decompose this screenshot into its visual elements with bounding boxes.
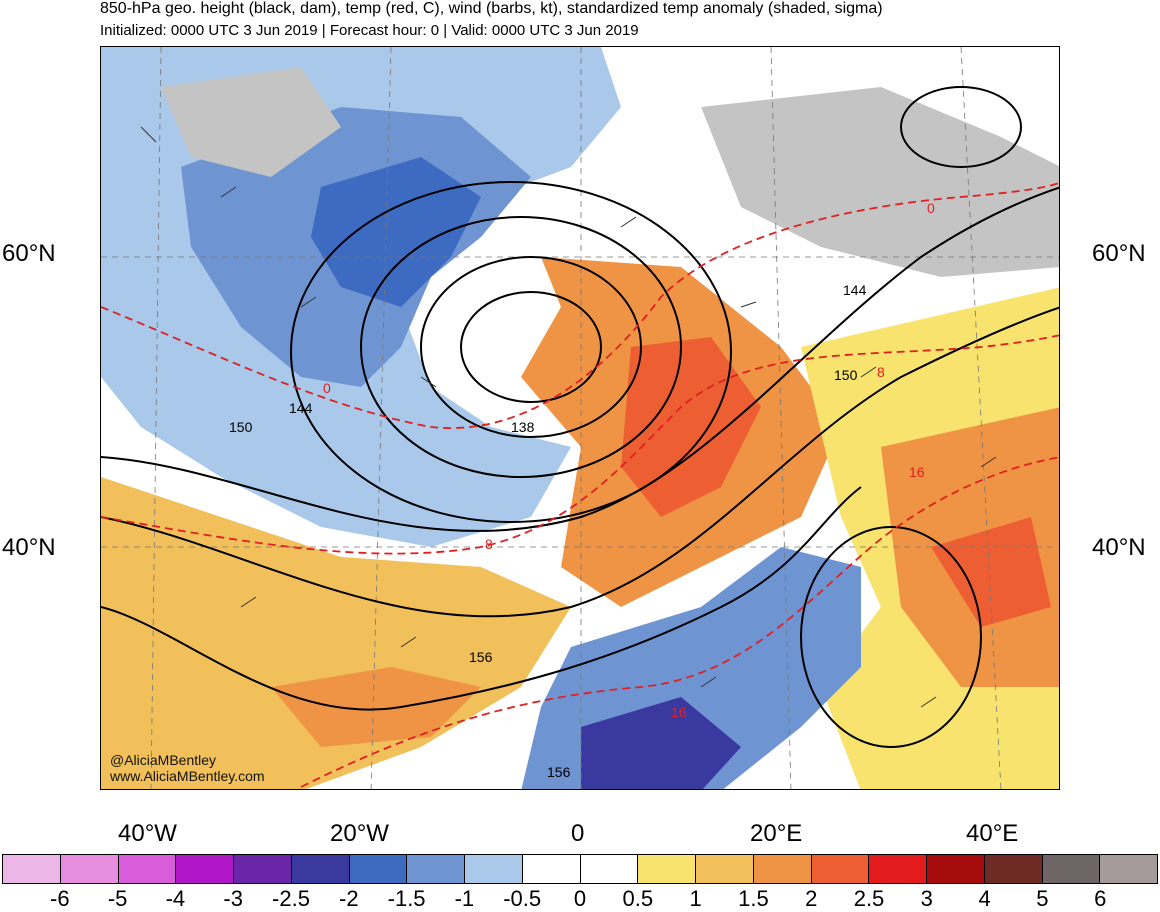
colorbar-tick-label: 5 [1036, 886, 1049, 911]
temp-label-16-east: 16 [909, 464, 925, 480]
colorbar-swatch [869, 855, 927, 883]
colorbar-tick-label: 0 [573, 886, 587, 911]
colorbar-tick-label: 1.5 [738, 886, 769, 911]
temp-label-16-med: 16 [671, 704, 687, 720]
colorbar-tick-label: 3 [920, 886, 933, 911]
warm-anomaly-east-hot [931, 517, 1051, 627]
colorbar-swatch [349, 855, 408, 883]
wind-barbs [140, 126, 997, 708]
colorbar-labels: -6 -5 -4 -3 -2.5 -2 -1.5 -1 -0.5 0 0.5 1 1.5 2 2.5 3 4 5 6 [0, 886, 1160, 912]
colorbar-swatch [60, 855, 119, 883]
colorbar-swatch [118, 855, 177, 883]
warm-anomaly-west-core [271, 667, 481, 747]
colorbar-tick-label: 2 [805, 886, 818, 911]
warm-anomaly-europe-core [621, 337, 761, 517]
graticule [101, 47, 1059, 789]
colorbar-swatch [3, 855, 61, 883]
colorbar-tick-label: 1 [689, 886, 702, 911]
lon-label-0: 0 [571, 820, 585, 847]
lat-label-60n-right: 60°N [1092, 240, 1146, 267]
height-label-144-east: 144 [843, 282, 867, 298]
height-label-150-east: 150 [834, 367, 858, 383]
lon-label-20w: 20°W [330, 820, 389, 847]
colorbar-swatch [753, 855, 812, 883]
colorbar-swatch [638, 855, 696, 883]
colorbar-tick-label: -3 [223, 886, 243, 911]
colorbar-tick-label: -1.5 [387, 886, 426, 911]
colorbar-tick-label: 2.5 [853, 886, 885, 911]
lon-label-20e: 20°E [750, 820, 803, 847]
temp-label-8-east: 8 [877, 364, 885, 380]
height-label-138: 138 [511, 419, 535, 435]
colorbar-swatch [984, 855, 1043, 883]
contour-labels: 150 144 138 144 150 156 156 0 8 0 8 16 1… [229, 200, 935, 780]
height-label-150-west: 150 [229, 419, 253, 435]
land-scandinavia [701, 87, 1059, 277]
colorbar-swatch [291, 855, 350, 883]
colorbar-swatch [1100, 855, 1157, 883]
colorbar-tick-label: -2.5 [272, 886, 310, 911]
temp-contours [101, 181, 1059, 788]
credit-handle: @AliciaMBentley [110, 752, 217, 768]
colorbar-tick-label: -2 [339, 886, 359, 911]
colorbar-tick-label: -0.5 [503, 886, 542, 911]
weather-map: 150 144 138 144 150 156 156 0 8 0 8 16 1… [100, 46, 1060, 790]
colorbar-tick-label: 4 [978, 886, 991, 911]
lon-label-40e: 40°E [966, 820, 1019, 847]
colorbar-swatch [465, 855, 523, 883]
cold-anomaly-med-core [581, 697, 741, 789]
lon-label-40w: 40°W [118, 820, 177, 847]
colorbar-swatch [811, 855, 870, 883]
colorbar-swatch [407, 855, 465, 883]
colorbar-swatch [696, 855, 754, 883]
colorbar-tick-label: 6 [1094, 886, 1107, 911]
height-label-144-west: 144 [289, 400, 313, 416]
temp-label-0-east: 0 [927, 200, 935, 216]
height-contours [101, 86, 1059, 748]
map-canvas: 150 144 138 144 150 156 156 0 8 0 8 16 1… [101, 47, 1059, 789]
land-greenland [161, 67, 341, 177]
colorbar-tick-label: -1 [454, 886, 475, 911]
colorbar-tick-label: 0.5 [622, 886, 654, 911]
colorbar-tick-label: -5 [107, 886, 128, 911]
cold-anomaly-strong [311, 157, 481, 307]
lat-label-40n-right: 40°N [1092, 534, 1146, 561]
colorbar-swatch [234, 855, 292, 883]
credit-url: www.AliciaMBentley.com [110, 768, 265, 784]
colorbar-swatch [522, 855, 581, 883]
chart-title: 850-hPa geo. height (black, dam), temp (… [100, 0, 883, 17]
colorbar-swatch [580, 855, 639, 883]
colorbar-tick-label: -6 [50, 886, 70, 911]
temp-label-8-atlantic: 8 [485, 536, 493, 552]
chart-subtitle: Initialized: 0000 UTC 3 Jun 2019 | Forec… [100, 22, 639, 39]
anomaly-colorbar [2, 854, 1158, 884]
colorbar-tick-label: -4 [165, 886, 186, 911]
colorbar-swatch [176, 855, 234, 883]
colorbar-swatch [1042, 855, 1101, 883]
height-label-156-med: 156 [547, 764, 571, 780]
height-label-156-atlantic: 156 [469, 649, 493, 665]
colorbar-swatch [927, 855, 985, 883]
lat-label-40n-left: 40°N [2, 534, 56, 561]
temp-label-0-west: 0 [323, 380, 331, 396]
lat-label-60n-left: 60°N [2, 240, 56, 267]
